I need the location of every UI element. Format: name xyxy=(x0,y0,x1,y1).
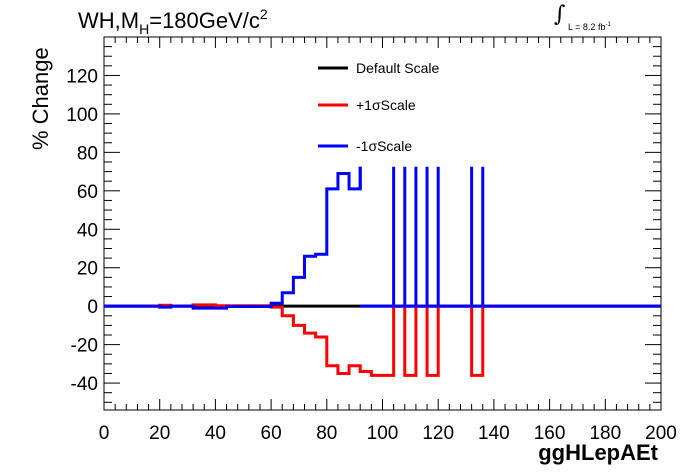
y-axis: -40 -20 0 20 40 60 80 100 120 xyxy=(66,46,661,403)
x-tick-label: 80 xyxy=(316,423,337,444)
y-tick-label: 20 xyxy=(77,259,98,280)
y-tick-label: 40 xyxy=(77,220,98,241)
title-superscript: 2 xyxy=(259,6,268,22)
y-tick-label: 120 xyxy=(66,66,98,87)
legend: Default Scale +1σScale -1σScale xyxy=(318,60,439,154)
legend-label-2: -1σScale xyxy=(356,138,412,154)
series-line-1 xyxy=(104,303,661,377)
y-tick-label: 60 xyxy=(77,182,98,203)
x-axis: 0 20 40 60 80 100 120 140 160 180 200 xyxy=(99,37,677,444)
y-tick-label: -40 xyxy=(71,374,98,395)
series-line-2 xyxy=(104,166,362,310)
lumi-text: L = 8.2 fb xyxy=(568,22,606,32)
x-tick-label: 20 xyxy=(149,423,170,444)
x-tick-label: 100 xyxy=(367,423,399,444)
legend-label-0: Default Scale xyxy=(356,60,439,76)
title-mid: =180GeV/c xyxy=(149,8,260,33)
chart-title: WH,MH=180GeV/c2 xyxy=(78,6,268,37)
x-tick-label: 120 xyxy=(422,423,454,444)
x-tick-label: 180 xyxy=(589,423,621,444)
legend-label-1: +1σScale xyxy=(356,97,416,113)
title-subscript: H xyxy=(139,21,150,37)
y-tick-label: -20 xyxy=(71,336,98,357)
lumi-superscript: -1 xyxy=(605,22,611,28)
integral-icon: ∫ xyxy=(554,2,566,27)
series-layer xyxy=(104,166,661,377)
x-tick-label: 200 xyxy=(645,423,677,444)
x-axis-label: ggHLepAEt xyxy=(538,440,658,465)
x-tick-label: 0 xyxy=(99,423,110,444)
title-prefix: WH,M xyxy=(78,8,140,33)
x-tick-label: 60 xyxy=(261,423,282,444)
x-tick-label: 140 xyxy=(478,423,510,444)
y-axis-label: % Change xyxy=(28,47,53,150)
y-tick-label: 80 xyxy=(77,143,98,164)
plot-frame xyxy=(103,36,662,411)
x-tick-label: 160 xyxy=(534,423,566,444)
x-tick-label: 40 xyxy=(205,423,226,444)
y-tick-label: 100 xyxy=(66,105,98,126)
y-tick-label: 0 xyxy=(87,297,98,318)
